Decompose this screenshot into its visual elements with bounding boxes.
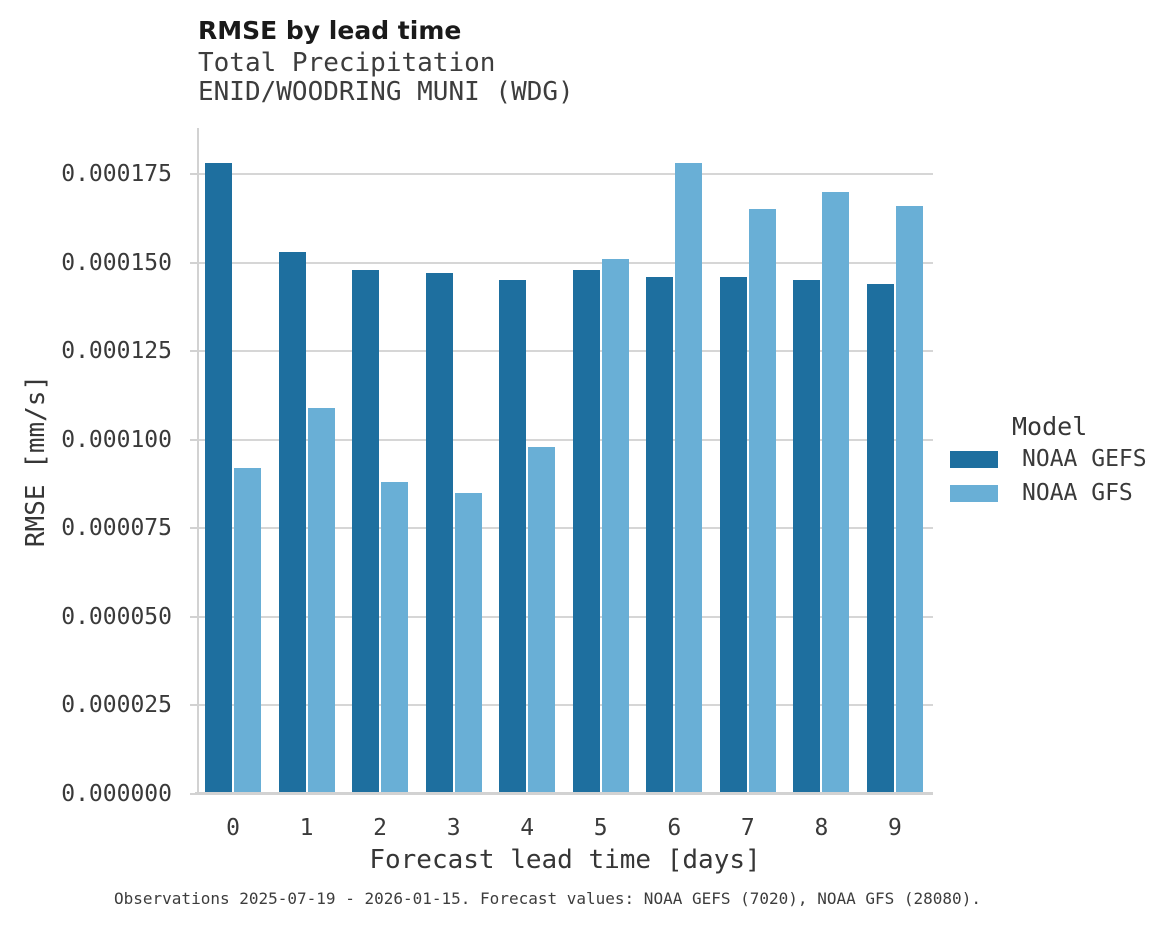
y-tick-label: 0.000175 [61,161,172,187]
bar-noaa-gfs-lead-5 [601,259,629,794]
bar-group-lead-1: 1 [278,128,335,841]
y-tick-mark [190,261,197,264]
x-tick-label: 2 [373,815,388,841]
bar-noaa-gfs-lead-8 [822,192,850,794]
bar-group-lead-2: 2 [352,128,409,841]
gridline [199,438,933,441]
bar-noaa-gefs-lead-1 [278,252,306,794]
y-tick-label: 0.000025 [61,692,172,719]
x-axis-line [195,792,933,795]
x-tick-label: 3 [446,815,461,841]
bar-noaa-gefs-lead-8 [793,280,821,794]
x-tick-label: 7 [740,815,755,841]
bar-group-lead-4: 4 [499,128,556,841]
legend-item-noaa-gefs: NOAA GEFS [950,442,1147,476]
bar-noaa-gfs-lead-0 [234,468,261,794]
x-tick-label: 8 [814,815,829,841]
y-tick-mark [190,793,197,795]
bar-group-lead-5: 5 [572,128,629,841]
y-tick-mark [190,615,197,618]
bar-noaa-gefs-lead-7 [719,277,747,794]
gridline [199,261,933,264]
bar-noaa-gefs-lead-0 [205,163,232,794]
y-tick-mark [190,438,197,441]
bar-group-lead-3: 3 [425,128,482,841]
bar-noaa-gfs-lead-4 [528,447,556,794]
y-tick-mark [190,173,197,175]
y-tick-label: 0.000100 [61,426,172,453]
bar-noaa-gfs-lead-7 [748,209,776,794]
y-tick-label: 0.000050 [61,603,172,630]
bar-noaa-gefs-lead-9 [866,284,894,794]
x-tick-label: 6 [667,815,682,841]
y-tick-label: 0.000000 [61,781,172,807]
legend: Model NOAA GEFS NOAA GFS [950,412,1147,510]
y-axis-spine [197,128,199,794]
bar-group-lead-0: 0 [205,128,261,841]
bar-group-lead-9: 9 [866,128,923,841]
caption: Observations 2025-07-19 - 2026-01-15. Fo… [114,889,981,908]
gridline [199,615,933,618]
legend-swatch-noaa-gefs [950,450,998,468]
bar-noaa-gefs-lead-3 [425,273,453,794]
x-axis-title: Forecast lead time [days] [369,845,761,875]
x-tick-label: 5 [593,815,608,841]
bar-noaa-gefs-lead-4 [499,280,527,794]
bar-noaa-gfs-lead-9 [895,206,923,794]
legend-label-noaa-gefs: NOAA GEFS [1022,446,1147,472]
bar-noaa-gfs-lead-6 [675,163,703,794]
bar-group-lead-7: 7 [719,128,776,841]
y-tick-label: 0.000150 [61,249,172,276]
bar-noaa-gfs-lead-1 [307,408,335,794]
gridline [199,704,933,707]
bar-group-lead-8: 8 [793,128,850,841]
plot-area: 0 1 2 3 4 5 6 7 8 9 [195,128,933,841]
legend-swatch-noaa-gfs [950,484,998,502]
bar-noaa-gefs-lead-2 [352,270,380,794]
y-tick-mark [190,350,197,353]
legend-item-noaa-gfs: NOAA GFS [950,476,1147,510]
chart-title: RMSE by lead time [198,16,462,45]
bar-groups: 0 1 2 3 4 5 6 7 8 9 [205,128,923,841]
y-tick-mark [190,527,197,530]
x-tick-label: 9 [887,815,902,841]
chart-subtitle-variable: Total Precipitation [198,48,496,78]
chart-subtitle-station: ENID/WOODRING MUNI (WDG) [198,77,574,107]
y-tick-label: 0.000125 [61,338,172,365]
bar-noaa-gfs-lead-3 [454,493,482,794]
x-tick-label: 1 [299,815,314,841]
bar-noaa-gefs-lead-6 [646,277,674,794]
legend-label-noaa-gfs: NOAA GFS [1022,480,1133,506]
bar-noaa-gefs-lead-5 [572,270,600,794]
legend-title: Model [1012,412,1088,441]
gridline [199,350,933,353]
y-tick-mark [190,704,197,707]
x-tick-label: 0 [226,815,240,841]
y-tick-label: 0.000075 [61,515,172,542]
bar-noaa-gfs-lead-2 [381,482,409,794]
gridline [199,527,933,530]
bar-group-lead-6: 6 [646,128,703,841]
gridline [199,173,933,175]
x-tick-label: 4 [520,815,535,841]
